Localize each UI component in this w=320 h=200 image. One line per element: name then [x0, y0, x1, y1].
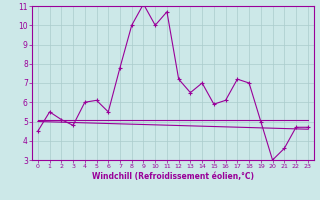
X-axis label: Windchill (Refroidissement éolien,°C): Windchill (Refroidissement éolien,°C)	[92, 172, 254, 181]
